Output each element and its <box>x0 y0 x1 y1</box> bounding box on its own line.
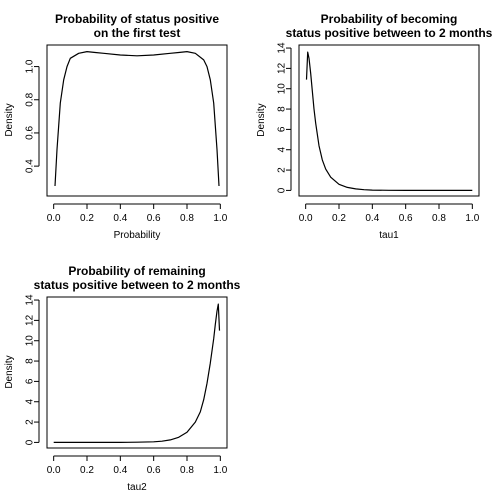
x-tick-label: 0.6 <box>147 213 161 224</box>
density-curve <box>54 50 220 187</box>
chart-title-line-1: Probability of remaining <box>68 264 205 278</box>
x-tick-label: 1.0 <box>465 213 479 224</box>
y-tick-label: 10 <box>25 335 36 347</box>
x-tick-label: 1.0 <box>213 465 227 476</box>
x-tick-label: 0.8 <box>432 213 446 224</box>
y-tick-label: 12 <box>277 62 288 74</box>
y-tick-label: 2 <box>25 419 36 425</box>
y-tick-label: 4 <box>25 399 36 405</box>
y-tick-label: 12 <box>25 314 36 326</box>
x-tick-label: 0.6 <box>399 213 413 224</box>
x-axis-label: tau1 <box>379 230 399 241</box>
y-tick-label: 6 <box>25 378 36 384</box>
x-tick-label: 0.4 <box>113 213 127 224</box>
y-axis-label: Density <box>256 103 267 136</box>
x-tick-label: 0.8 <box>180 213 194 224</box>
y-tick-label: 10 <box>277 83 288 95</box>
x-tick-label: 0.2 <box>80 465 94 476</box>
chart-title-line-1: Probability of status positive <box>55 12 219 26</box>
y-tick-label: 14 <box>25 294 36 306</box>
x-tick-label: 0.4 <box>365 213 379 224</box>
x-axis-label: tau2 <box>127 482 147 493</box>
x-axis-label: Probability <box>114 230 161 241</box>
chart-title-line-2: status positive between to 2 months <box>34 278 241 292</box>
y-axis-label: Density <box>4 103 15 136</box>
y-tick-label: 6 <box>277 126 288 132</box>
y-tick-label: 2 <box>277 167 288 173</box>
y-tick-label: 1.0 <box>25 59 36 73</box>
y-tick-label: 0 <box>25 439 36 445</box>
panel-status-positive-first-test: Probability of status positive on the fi… <box>4 12 228 241</box>
x-tick-label: 0.2 <box>80 213 94 224</box>
density-curve <box>53 303 221 443</box>
x-tick-label: 0.0 <box>299 213 313 224</box>
y-tick-label: 0.8 <box>25 92 36 106</box>
y-tick-label: 4 <box>277 147 288 153</box>
y-tick-label: 0.4 <box>25 159 36 173</box>
y-tick-label: 0.6 <box>25 126 36 140</box>
density-curve <box>305 51 473 191</box>
x-tick-label: 0.8 <box>180 465 194 476</box>
x-tick-label: 0.0 <box>47 213 61 224</box>
y-tick-label: 8 <box>277 106 288 112</box>
chart-title-line-2: on the first test <box>94 26 181 40</box>
plot-frame <box>46 296 228 449</box>
y-tick-label: 14 <box>277 42 288 54</box>
y-axis-label: Density <box>4 355 15 388</box>
x-tick-label: 0.2 <box>332 213 346 224</box>
x-tick-label: 0.6 <box>147 465 161 476</box>
plot-frame <box>298 44 480 197</box>
x-tick-label: 0.0 <box>47 465 61 476</box>
panel-remaining-status-positive: Probability of remaining status positive… <box>4 264 241 493</box>
panel-becoming-status-positive: Probability of becoming status positive … <box>256 12 493 241</box>
plot-frame <box>46 44 228 197</box>
y-tick-label: 0 <box>277 187 288 193</box>
chart-title-line-1: Probability of becoming <box>321 12 458 26</box>
x-tick-label: 1.0 <box>213 213 227 224</box>
x-tick-label: 0.4 <box>113 465 127 476</box>
chart-title-line-2: status positive between to 2 months <box>286 26 493 40</box>
y-tick-label: 8 <box>25 358 36 364</box>
